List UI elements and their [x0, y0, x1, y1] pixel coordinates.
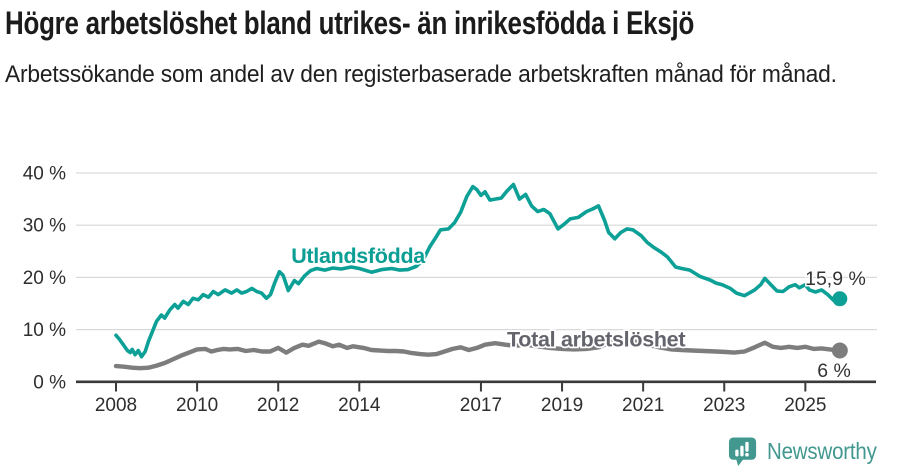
- x-axis-tick-label: 2019: [541, 395, 583, 416]
- x-axis-tick-label: 2008: [95, 395, 137, 416]
- brand-name: Newsworthy: [766, 437, 877, 464]
- series-label-utlandsfodda: Utlandsfödda: [291, 244, 426, 268]
- chart-title: Högre arbetslöshet bland utrikes- än inr…: [5, 5, 695, 41]
- chart-subtitle: Arbetssökande som andel av den registerb…: [5, 61, 837, 88]
- series-line-total: [113, 337, 842, 371]
- x-axis-tick-label: 2010: [176, 395, 218, 416]
- series-end-dot: [832, 291, 848, 307]
- y-axis-tick-label: 30 %: [23, 216, 66, 237]
- newsworthy-logo-icon: [728, 436, 756, 466]
- brand-footer: Newsworthy: [728, 434, 890, 468]
- series-end-dot: [831, 342, 848, 359]
- x-axis-tick-label: 2012: [257, 395, 299, 416]
- series-end-value-label: 15,9 %: [805, 268, 866, 290]
- y-axis-tick-label: 10 %: [23, 320, 66, 341]
- series-line-utlandsfodda: [114, 182, 842, 359]
- y-axis-tick-label: 40 %: [23, 164, 66, 185]
- x-axis-tick-label: 2021: [622, 395, 664, 416]
- x-axis-tick-label: 2023: [703, 395, 745, 416]
- y-axis-tick-label: 20 %: [23, 268, 66, 289]
- series-label-total: Total arbetslöshet: [507, 328, 685, 352]
- y-axis-tick-label: 0 %: [33, 372, 66, 393]
- x-axis-tick-label: 2017: [460, 395, 502, 416]
- x-axis-tick-label: 2014: [338, 395, 381, 416]
- x-axis-tick-label: 2025: [784, 395, 826, 416]
- series-end-value-label: 6 %: [817, 360, 851, 382]
